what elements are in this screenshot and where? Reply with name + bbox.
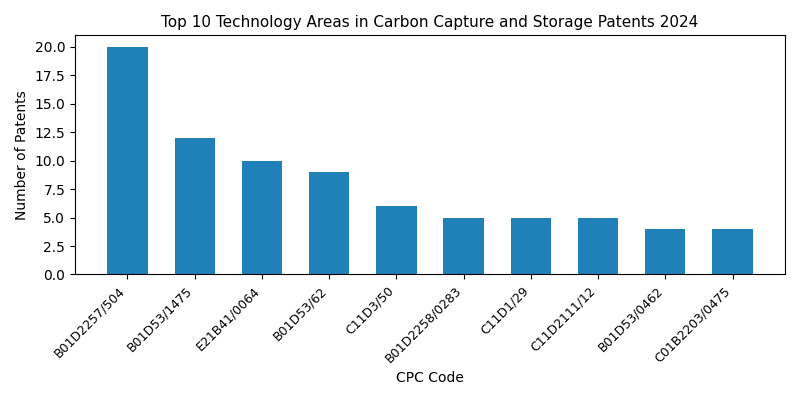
Bar xyxy=(510,218,551,274)
X-axis label: CPC Code: CPC Code xyxy=(396,371,464,385)
Bar xyxy=(107,47,148,274)
Bar xyxy=(578,218,618,274)
Bar xyxy=(376,206,417,274)
Y-axis label: Number of Patents: Number of Patents xyxy=(15,90,29,220)
Bar xyxy=(443,218,484,274)
Bar xyxy=(712,229,753,274)
Bar xyxy=(645,229,686,274)
Title: Top 10 Technology Areas in Carbon Capture and Storage Patents 2024: Top 10 Technology Areas in Carbon Captur… xyxy=(162,15,698,30)
Bar xyxy=(174,138,215,274)
Bar xyxy=(309,172,350,274)
Bar xyxy=(242,161,282,274)
